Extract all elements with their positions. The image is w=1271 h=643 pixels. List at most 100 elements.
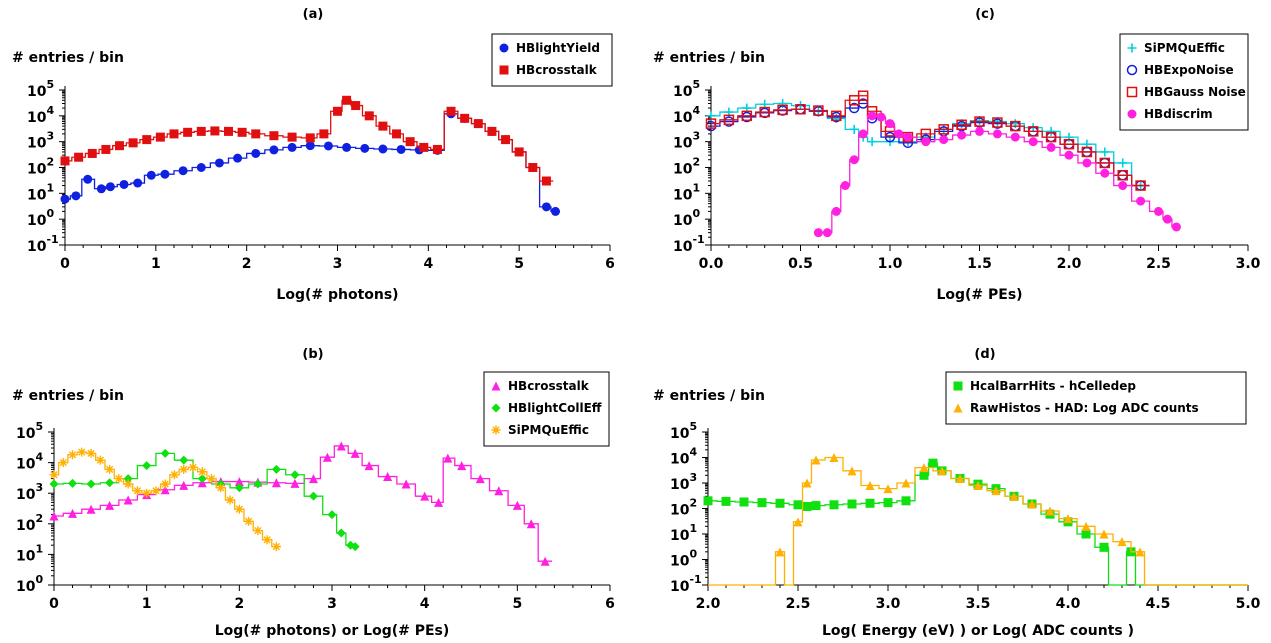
data-point xyxy=(973,480,983,490)
data-point xyxy=(142,488,152,498)
data-point xyxy=(305,133,315,143)
x-tick-label: 2.5 xyxy=(786,596,811,612)
y-tick-label: 103 xyxy=(27,130,54,152)
data-point xyxy=(1081,146,1093,158)
data-point xyxy=(957,130,967,140)
y-tick-label: 102 xyxy=(670,497,697,519)
data-point xyxy=(802,478,812,488)
data-point xyxy=(234,477,244,487)
legend-entry: SiPMQuEffic xyxy=(508,423,589,437)
legend-entry: HBExpoNoise xyxy=(1144,63,1234,77)
legend: HBlightYield HBcrosstalk xyxy=(491,33,613,87)
x-tick-label: 2.0 xyxy=(1057,256,1082,272)
data-point xyxy=(921,137,931,147)
data-point xyxy=(494,486,504,496)
data-point xyxy=(759,106,770,118)
data-point xyxy=(319,129,329,139)
legend-entry: HBcrosstalk xyxy=(508,379,590,393)
data-point xyxy=(802,501,812,511)
legend-marker xyxy=(1127,43,1137,53)
x-tick-label: 3 xyxy=(327,596,337,612)
data-point xyxy=(551,206,560,216)
data-point xyxy=(155,132,165,142)
x-tick-label: 1.5 xyxy=(967,256,992,272)
data-point xyxy=(234,483,244,493)
data-point xyxy=(234,504,244,514)
data-point xyxy=(775,547,785,557)
legend-box xyxy=(491,33,613,87)
series-line xyxy=(54,452,358,548)
x-tick-label: 5 xyxy=(512,596,522,612)
data-point xyxy=(151,486,161,496)
data-point xyxy=(290,470,300,480)
data-point xyxy=(939,135,949,145)
x-tick-label: 4 xyxy=(423,256,433,272)
data-point xyxy=(867,137,877,147)
y-tick-label: 100 xyxy=(27,207,54,229)
data-point xyxy=(119,179,129,189)
data-point xyxy=(829,453,839,462)
series-1 xyxy=(703,458,1248,586)
series-2 xyxy=(49,448,360,552)
data-point xyxy=(49,470,59,480)
legend-entry: HBlightCollEff xyxy=(508,401,602,415)
x-tick-label: 6 xyxy=(605,596,615,612)
data-point xyxy=(475,474,485,484)
data-point xyxy=(847,466,857,476)
data-point xyxy=(237,127,247,137)
x-tick-label: 0.0 xyxy=(699,256,724,272)
data-point xyxy=(541,176,551,186)
data-point xyxy=(460,113,470,123)
data-point xyxy=(919,470,929,480)
data-point xyxy=(811,501,821,511)
data-point xyxy=(487,126,497,136)
y-tick-label: 101 xyxy=(673,181,700,203)
data-point xyxy=(179,480,189,490)
data-point xyxy=(1081,529,1091,539)
data-point xyxy=(364,111,374,121)
data-point xyxy=(1027,499,1037,509)
data-point xyxy=(146,170,156,180)
data-point xyxy=(1099,542,1109,552)
data-point xyxy=(1099,529,1109,539)
data-point xyxy=(383,472,393,482)
data-point xyxy=(1171,222,1181,232)
data-point xyxy=(160,485,170,495)
data-point xyxy=(86,504,96,514)
data-point xyxy=(840,181,850,191)
data-point xyxy=(1063,514,1073,524)
data-point xyxy=(1135,547,1145,557)
y-tick-label: 101 xyxy=(27,181,54,203)
data-point xyxy=(777,104,788,116)
data-point xyxy=(123,495,133,505)
data-point xyxy=(822,228,832,238)
y-tick-label: 104 xyxy=(16,451,43,473)
data-point xyxy=(831,110,842,122)
data-point xyxy=(1118,181,1128,191)
data-point xyxy=(196,126,206,136)
data-point xyxy=(457,461,467,471)
data-point xyxy=(419,142,429,152)
data-point xyxy=(473,119,483,129)
data-point xyxy=(903,132,913,142)
y-tick-label: 105 xyxy=(670,420,697,442)
series-3 xyxy=(49,447,282,552)
data-point xyxy=(831,206,841,216)
data-point xyxy=(501,135,511,145)
data-point xyxy=(71,191,81,201)
legend-marker xyxy=(491,403,501,413)
y-axis-label: # entries / bin xyxy=(653,50,765,66)
data-point xyxy=(937,466,947,476)
data-point xyxy=(123,479,133,489)
data-point xyxy=(179,464,189,474)
data-point xyxy=(434,497,444,507)
data-point xyxy=(1010,120,1021,132)
legend-entry: HBdiscrim xyxy=(1144,107,1213,121)
data-point xyxy=(169,129,179,139)
data-point xyxy=(188,462,198,472)
data-point xyxy=(101,144,111,154)
y-tick-label: 101 xyxy=(16,542,43,564)
data-point xyxy=(876,112,886,122)
chart-title: (b) xyxy=(302,347,323,362)
y-tick-label: 100 xyxy=(670,548,697,570)
